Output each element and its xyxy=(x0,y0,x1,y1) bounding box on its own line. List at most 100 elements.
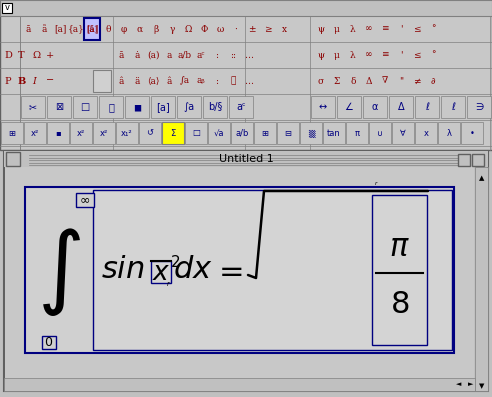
Text: Untitled 1: Untitled 1 xyxy=(218,154,274,164)
Bar xyxy=(125,96,149,118)
Bar xyxy=(323,122,345,144)
Text: ∇: ∇ xyxy=(382,77,388,85)
Text: ▒: ▒ xyxy=(308,129,314,137)
Text: Δ: Δ xyxy=(398,102,404,112)
Text: x₁²: x₁² xyxy=(121,129,133,137)
Text: Φ: Φ xyxy=(200,25,208,33)
Text: ⋮: ⋮ xyxy=(230,77,236,85)
Bar xyxy=(47,96,71,118)
Text: ā: ā xyxy=(25,25,31,33)
Text: (a): (a) xyxy=(147,50,159,60)
Text: ✂: ✂ xyxy=(29,102,37,112)
Text: □: □ xyxy=(80,102,90,112)
Text: [ā]: [ā] xyxy=(86,25,98,33)
Bar xyxy=(6,152,20,166)
Text: x: x xyxy=(424,129,429,137)
Bar xyxy=(472,154,484,166)
Text: $=$: $=$ xyxy=(213,256,243,285)
Text: …: … xyxy=(245,77,253,85)
Bar xyxy=(300,122,322,144)
Bar xyxy=(93,70,111,92)
Text: ≡: ≡ xyxy=(381,50,389,60)
Text: ℓ: ℓ xyxy=(425,102,429,112)
Bar xyxy=(25,187,454,353)
Text: B: B xyxy=(18,77,26,85)
Text: x²: x² xyxy=(100,129,108,137)
Text: ℓ: ℓ xyxy=(451,102,455,112)
Text: x²: x² xyxy=(77,129,85,137)
Text: ≠: ≠ xyxy=(413,77,421,85)
Bar xyxy=(5,167,474,378)
Text: [ā]: [ā] xyxy=(86,25,98,33)
Bar xyxy=(438,122,460,144)
Bar xyxy=(415,96,439,118)
Bar xyxy=(277,122,299,144)
Text: ω: ω xyxy=(216,25,224,33)
Text: ∂: ∂ xyxy=(430,77,435,85)
Text: ⊞: ⊞ xyxy=(8,129,16,137)
Text: ∞: ∞ xyxy=(365,50,373,60)
Text: ◄: ◄ xyxy=(456,382,461,387)
Text: φ: φ xyxy=(121,25,127,33)
Text: aᵦ: aᵦ xyxy=(197,77,205,85)
Text: ►: ► xyxy=(467,382,473,387)
Text: P: P xyxy=(4,77,11,85)
Text: Σ: Σ xyxy=(170,129,176,137)
Text: $0$: $0$ xyxy=(44,336,54,349)
Text: aᶜ: aᶜ xyxy=(236,102,246,112)
Text: D: D xyxy=(4,50,12,60)
Text: √a: √a xyxy=(214,129,224,137)
Text: $\int$: $\int$ xyxy=(37,226,81,318)
Text: $sin$: $sin$ xyxy=(101,254,145,285)
Bar xyxy=(461,122,483,144)
Text: ∞: ∞ xyxy=(365,25,373,33)
Bar xyxy=(93,190,452,350)
Bar xyxy=(70,122,92,144)
Text: â: â xyxy=(118,77,123,85)
Text: ·: · xyxy=(235,25,238,33)
Text: ∪: ∪ xyxy=(377,129,383,137)
Text: ≤: ≤ xyxy=(413,25,421,33)
Bar xyxy=(151,96,175,118)
Text: α: α xyxy=(137,25,143,33)
Text: α: α xyxy=(372,102,378,112)
Text: $\infty$: $\infty$ xyxy=(79,193,91,206)
Text: ≡: ≡ xyxy=(381,25,389,33)
Bar xyxy=(0,0,492,150)
Bar xyxy=(162,122,184,144)
Text: I: I xyxy=(32,77,36,85)
Bar xyxy=(185,122,207,144)
Text: x: x xyxy=(281,25,286,33)
Text: −: − xyxy=(46,77,54,85)
Bar xyxy=(84,18,100,40)
Bar xyxy=(139,122,161,144)
Text: a/b: a/b xyxy=(178,50,192,60)
Bar xyxy=(254,122,276,144)
Bar xyxy=(311,96,335,118)
Bar xyxy=(369,122,391,144)
Bar xyxy=(24,122,46,144)
Text: tan: tan xyxy=(327,129,341,137)
Text: ▲: ▲ xyxy=(479,175,484,181)
Text: Ω: Ω xyxy=(32,50,40,60)
Text: δ: δ xyxy=(350,77,356,85)
Text: a/b: a/b xyxy=(235,129,248,137)
Bar xyxy=(73,96,97,118)
Bar xyxy=(203,96,227,118)
Bar xyxy=(475,167,488,391)
Text: β: β xyxy=(154,25,158,33)
Text: ±: ± xyxy=(248,25,256,33)
Text: ↔: ↔ xyxy=(319,102,327,112)
Bar xyxy=(99,96,123,118)
Text: $8$: $8$ xyxy=(390,290,409,319)
Text: ⊞: ⊞ xyxy=(262,129,269,137)
Text: aᶜ: aᶜ xyxy=(197,50,205,60)
Text: ◼: ◼ xyxy=(133,102,141,112)
Text: ψ: ψ xyxy=(317,50,325,60)
Text: T: T xyxy=(18,50,25,60)
Text: :: : xyxy=(215,50,218,60)
Text: μ: μ xyxy=(334,25,340,33)
Text: ⊠: ⊠ xyxy=(55,102,63,112)
Text: ⬜: ⬜ xyxy=(108,102,114,112)
Text: $2$: $2$ xyxy=(170,254,180,270)
